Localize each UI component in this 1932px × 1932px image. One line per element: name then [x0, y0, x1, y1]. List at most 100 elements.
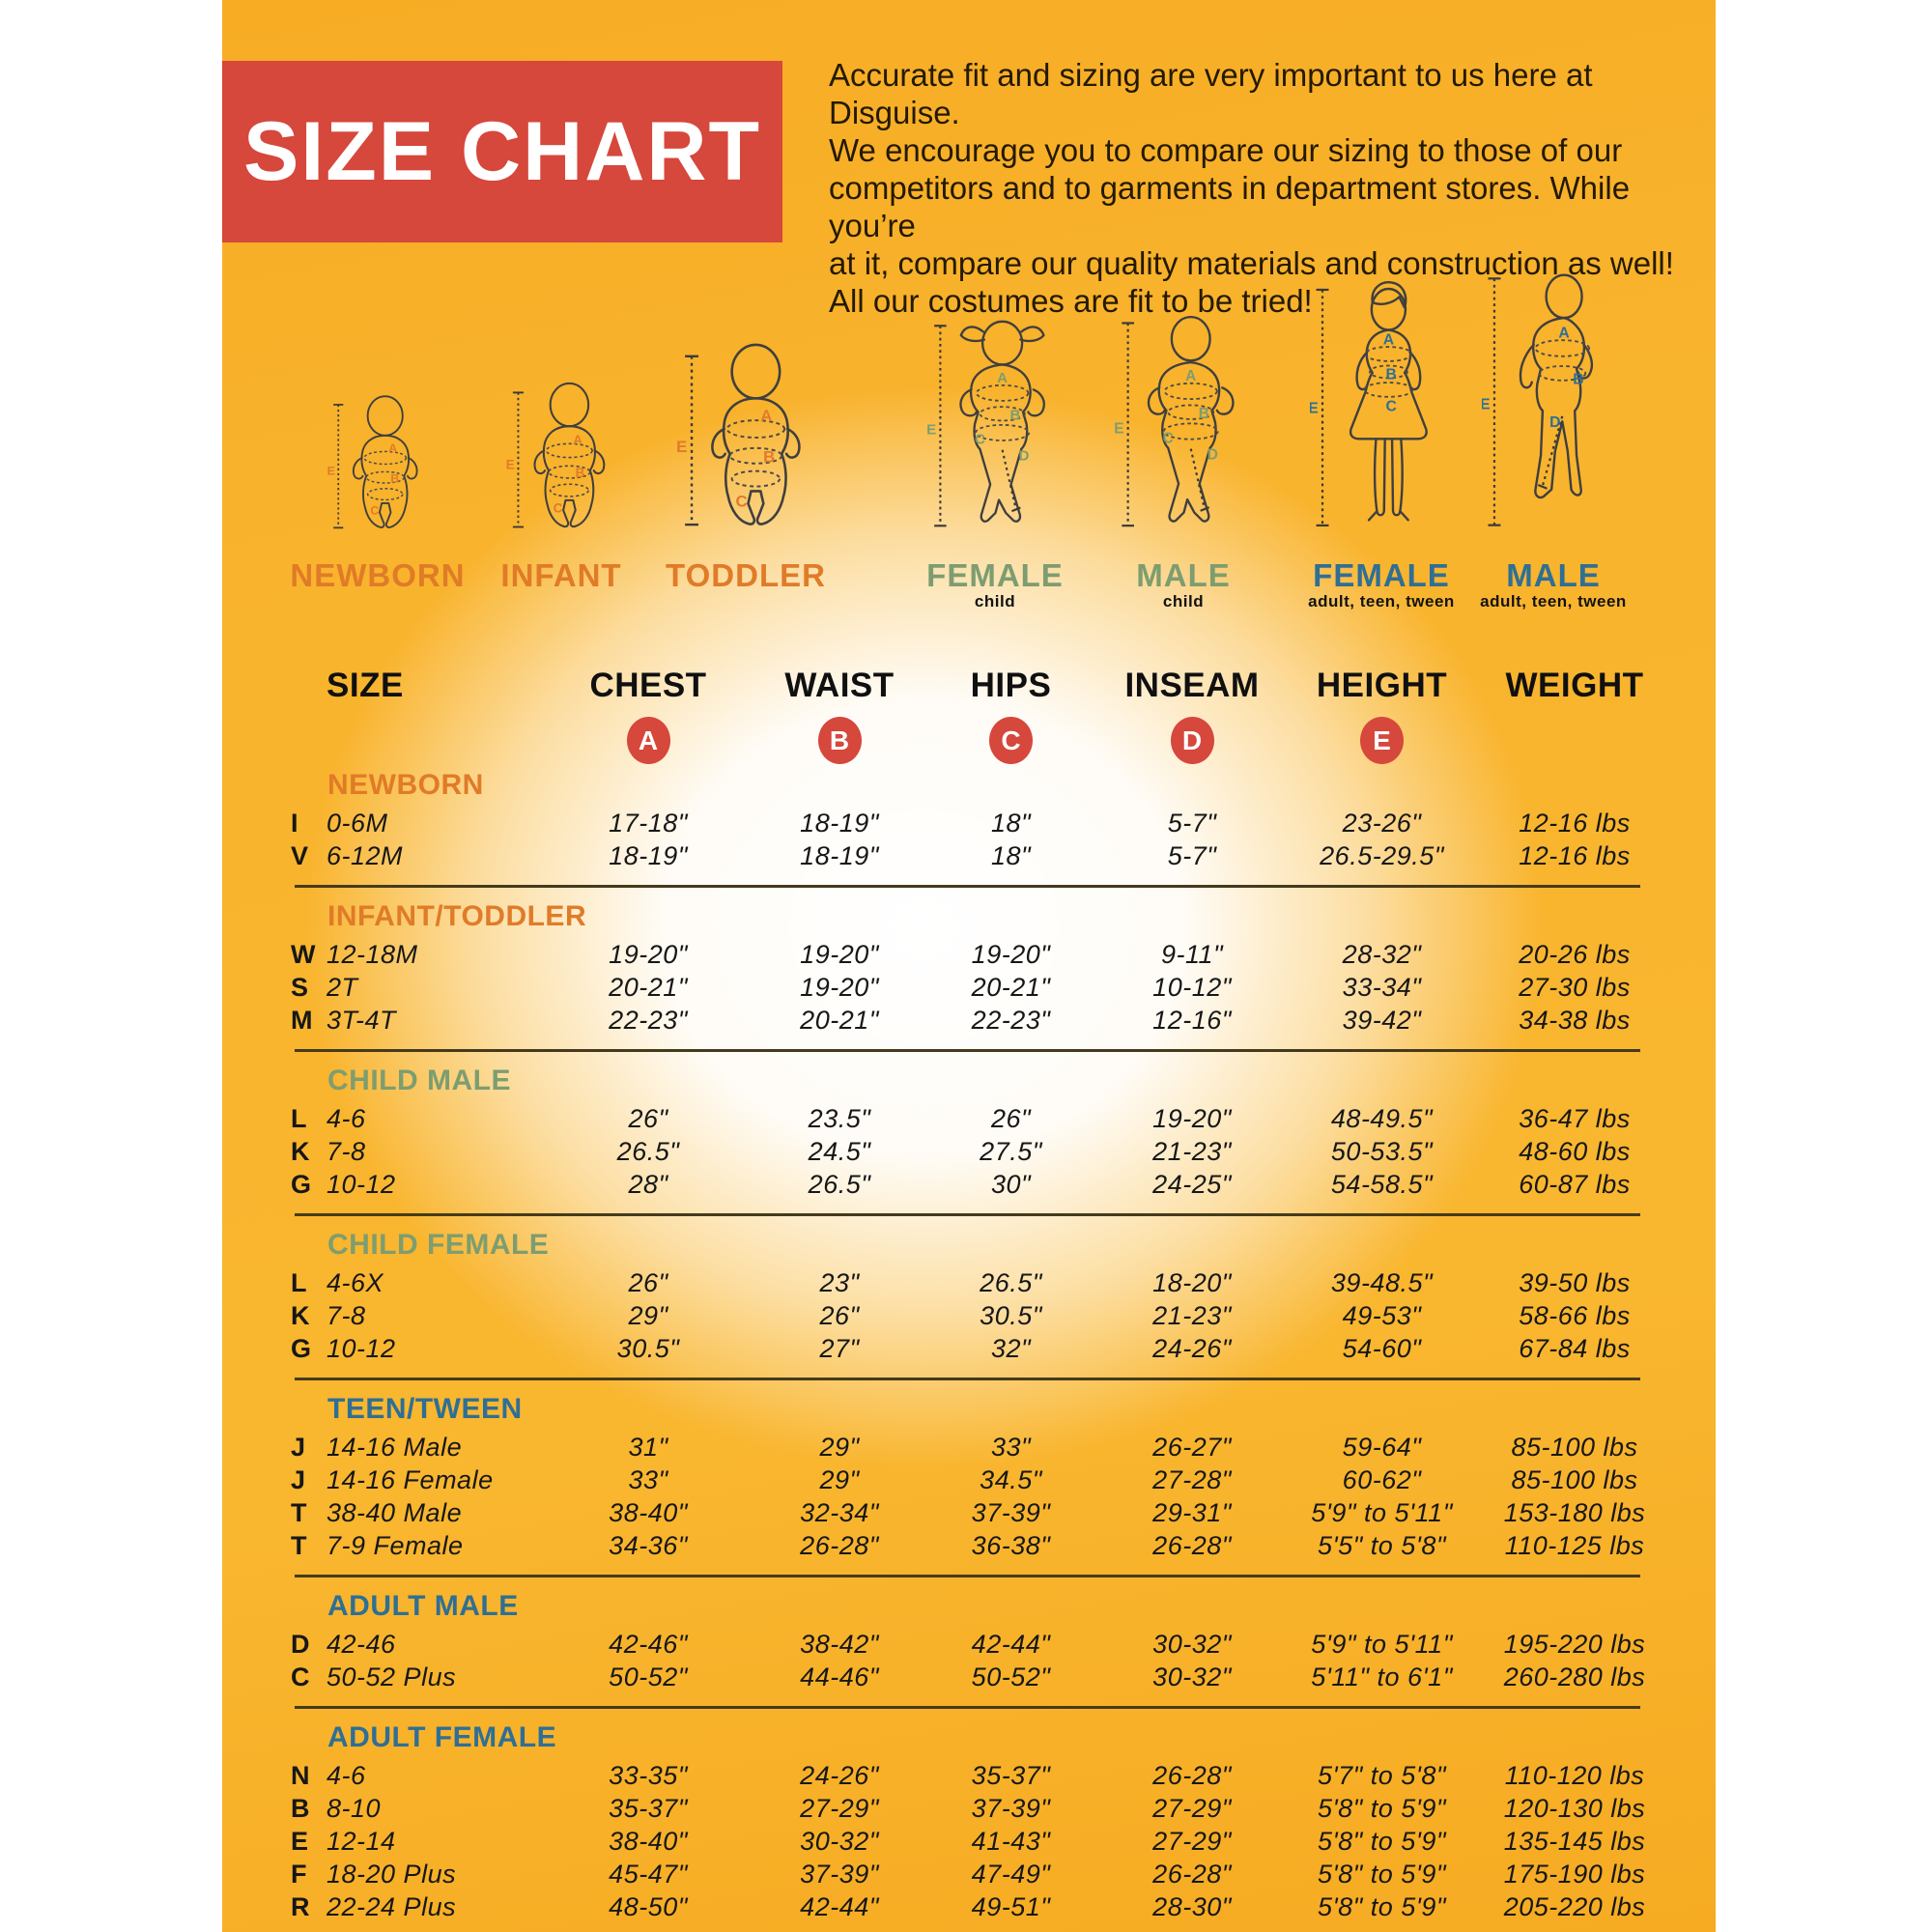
figure-label-male-adult: MALE [1506, 557, 1601, 593]
cell-chest: 26" [628, 1103, 668, 1133]
cell-waist: 23" [819, 1267, 860, 1297]
figure-sublabel-male-adult: adult, teen, tween [1480, 592, 1627, 611]
section-header-newborn: NEWBORN [327, 769, 484, 801]
measure-letter-d-badge: D [1170, 717, 1214, 764]
cell-inseam: 26-28" [1152, 1530, 1232, 1560]
figure-newborn-icon: E A B C [327, 395, 418, 529]
cell-waist: 26.5" [808, 1169, 871, 1199]
cell-hips: 42-44" [971, 1629, 1051, 1659]
cell-code: V [291, 840, 309, 870]
cell-inseam: 24-26" [1152, 1333, 1232, 1363]
table-row: N 4-6 33-35" 24-26" 35-37" 26-28" 5'7" to 5'8"… [285, 1759, 1671, 1792]
cell-code: K [291, 1300, 310, 1330]
cell-hips: 19-20" [971, 939, 1051, 969]
cell-weight: 48-60 lbs [1519, 1136, 1631, 1166]
cell-chest: 26.5" [616, 1136, 680, 1166]
size-chart-banner: SIZE CHART [222, 61, 782, 242]
cell-weight: 67-84 lbs [1519, 1333, 1631, 1363]
cell-code: T [291, 1497, 307, 1527]
cell-waist: 30-32" [800, 1826, 879, 1856]
svg-text:E: E [676, 438, 687, 456]
header-spacer [285, 667, 327, 705]
figure-female-child-icon: E A B C D [926, 320, 1045, 527]
table-header-row: SIZE CHEST WAIST HIPS INSEAM HEIGHT WEIG… [285, 667, 1671, 705]
intro-line: competitors and to garments in departmen… [829, 170, 1631, 243]
cell-height: 26.5-29.5" [1320, 840, 1444, 870]
cell-chest: 28" [628, 1169, 668, 1199]
cell-hips: 47-49" [971, 1859, 1051, 1889]
cell-code: T [291, 1530, 307, 1560]
cell-waist: 24.5" [808, 1136, 871, 1166]
cell-code: K [291, 1136, 310, 1166]
table-row: G 10-12 28" 26.5" 30" 24-25" 54-58.5" 60-87 lbs [285, 1168, 1671, 1201]
figure-toddler-icon: E A B C [676, 343, 801, 526]
cell-size: 14-16 Female [327, 1464, 494, 1494]
cell-code: N [291, 1760, 310, 1790]
cell-height: 50-53.5" [1330, 1136, 1434, 1166]
section-header-child-male: CHILD MALE [327, 1065, 511, 1096]
cell-size: 38-40 Male [327, 1497, 463, 1527]
cell-height: 54-60" [1342, 1333, 1422, 1363]
cell-size: 14-16 Male [327, 1432, 463, 1462]
cell-hips: 27.5" [980, 1136, 1042, 1166]
svg-text:D: D [1549, 414, 1560, 431]
cell-chest: 35-37" [609, 1793, 688, 1823]
cell-waist: 18-19" [800, 840, 879, 870]
cell-hips: 37-39" [971, 1497, 1051, 1527]
page-title: SIZE CHART [243, 104, 761, 198]
size-chart-poster: SIZE CHART Accurate fit and sizing are v… [222, 0, 1716, 1932]
figure-male-child: E A B C D MALE child [1087, 309, 1280, 611]
cell-height: 33-34" [1342, 972, 1422, 1002]
cell-size: 7-8 [327, 1300, 366, 1330]
cell-weight: 205-220 lbs [1503, 1891, 1646, 1921]
svg-text:A: A [573, 433, 582, 447]
cell-inseam: 26-28" [1152, 1760, 1232, 1790]
table-row: V 6-12M 18-19" 18-19" 18" 5-7" 26.5-29.5" 12-16… [285, 839, 1671, 872]
intro-line: We encourage you to compare our sizing t… [829, 132, 1623, 168]
cell-weight: 110-120 lbs [1504, 1760, 1645, 1790]
column-header-chest: CHEST [589, 667, 707, 704]
figure-label-infant: INFANT [500, 557, 622, 593]
cell-waist: 18-19" [800, 808, 879, 838]
svg-text:D: D [1207, 446, 1217, 463]
svg-text:C: C [1385, 399, 1396, 415]
cell-hips: 22-23" [971, 1005, 1051, 1035]
cell-inseam: 27-29" [1152, 1826, 1232, 1856]
cell-height: 60-62" [1342, 1464, 1422, 1494]
table-row: I 0-6M 17-18" 18-19" 18" 5-7" 23-26" 12-16 lbs [285, 807, 1671, 839]
svg-text:E: E [1310, 400, 1319, 416]
cell-chest: 48-50" [609, 1891, 688, 1921]
figure-toddler: E A B C TODDLER [649, 335, 842, 592]
cell-height: 5'8" to 5'9" [1317, 1793, 1447, 1823]
cell-weight: 153-180 lbs [1503, 1497, 1646, 1527]
table-row: D 42-46 42-46" 38-42" 42-44" 30-32" 5'9" to 5'… [285, 1628, 1671, 1661]
section-divider [295, 1706, 1640, 1709]
table-row: J 14-16 Female 33" 29" 34.5" 27-28" 60-62" 85-1… [285, 1463, 1671, 1496]
column-header-weight: WEIGHT [1505, 667, 1644, 704]
table-row: T 7-9 Female 34-36" 26-28" 36-38" 26-28" 5'5" … [285, 1529, 1671, 1562]
cell-hips: 18" [990, 840, 1032, 870]
section-divider [295, 1213, 1640, 1216]
figures-row: E A B C NEWBORN E A B C INFANT E A B C TODDLER E A B C D FEM… [222, 0, 1716, 647]
cell-weight: 85-100 lbs [1511, 1464, 1638, 1494]
figure-label-male-child: MALE [1136, 557, 1231, 593]
svg-text:B: B [1198, 406, 1208, 422]
cell-height: 5'9" to 5'11" [1311, 1497, 1453, 1527]
cell-weight: 27-30 lbs [1519, 972, 1631, 1002]
cell-hips: 18" [990, 808, 1032, 838]
cell-weight: 12-16 lbs [1519, 808, 1631, 838]
svg-text:B: B [1573, 372, 1583, 388]
table-row: R 22-24 Plus 48-50" 42-44" 49-51" 28-30" 5'8" … [285, 1890, 1671, 1923]
cell-weight: 39-50 lbs [1519, 1267, 1631, 1297]
cell-waist: 26-28" [800, 1530, 879, 1560]
cell-size: 4-6 [327, 1103, 366, 1133]
cell-weight: 175-190 lbs [1503, 1859, 1646, 1889]
section-divider [295, 885, 1640, 888]
cell-waist: 37-39" [800, 1859, 879, 1889]
cell-size: 4-6 [327, 1760, 366, 1790]
cell-hips: 30.5" [980, 1300, 1042, 1330]
column-header-hips: HIPS [970, 667, 1052, 704]
cell-waist: 29" [819, 1464, 860, 1494]
svg-text:A: A [1383, 331, 1394, 348]
